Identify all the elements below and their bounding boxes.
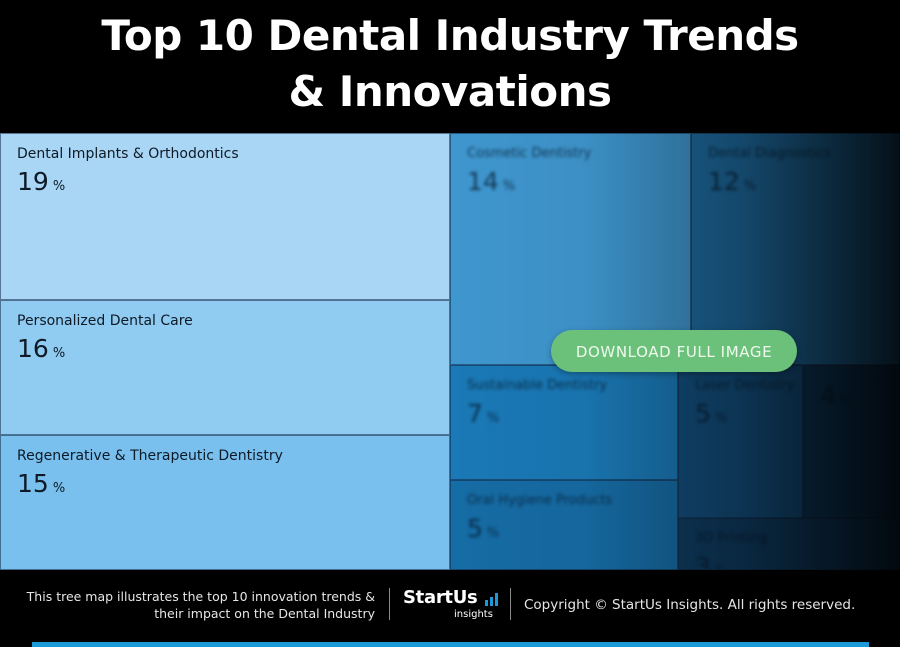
bar-chart-icon [485,593,498,606]
footer-description: This tree map illustrates the top 10 inn… [20,588,375,622]
treemap-tile-label: 3D Printing [695,531,768,546]
tile-value-unit: % [839,393,853,408]
treemap-tile-3d-printing: 3D Printing 3% [678,518,900,570]
tile-value-unit: % [486,411,500,426]
treemap-tile-label: Personalized Dental Care [17,313,193,329]
tile-value-unit: % [52,346,66,361]
treemap-tile-value: 19% [17,167,449,202]
tile-value-unit: % [714,411,728,426]
tile-value-unit: % [52,179,66,194]
treemap-tile-value: 12% [708,167,899,202]
treemap-tile-personalized-dental-care: Personalized Dental Care 16% [0,300,450,435]
tile-value-number: 14 [467,167,499,196]
treemap-tile-regenerative-and-therapeutic-dentistry: Regenerative & Therapeutic Dentistry 15% [0,435,450,570]
treemap-tile-dental-implants-and-orthodontics: Dental Implants & Orthodontics 19% [0,133,450,300]
treemap-tile-label: Dental Diagnostics [708,146,831,161]
tile-value-unit: % [486,526,500,541]
treemap-tile-value: 5% [467,514,677,549]
treemap-tile-value: 3% [695,552,899,570]
page-title: Top 10 Dental Industry Trends & Innovati… [0,8,900,120]
treemap-tile-label: Cosmetic Dentistry [467,146,592,161]
tile-value-number: 15 [17,469,49,498]
tile-value-number: 12 [708,167,740,196]
footer: This tree map illustrates the top 10 inn… [0,570,900,647]
tile-value-unit: % [502,179,516,194]
tile-value-number: 16 [17,334,49,363]
treemap-tile-label: Dental Implants & Orthodontics [17,146,239,162]
tile-value-number: 5 [467,514,483,543]
treemap-tile-value: 15% [17,469,449,504]
treemap-tile-label: Oral Hygiene Products [467,493,613,508]
treemap-tile-label: Sustainable Dentistry [467,378,608,393]
treemap-tile-value: 4% [820,381,899,416]
treemap-tile-unlabeled: 4% [803,365,900,518]
treemap-tile-sustainable-dentistry: Sustainable Dentistry 7% [450,365,678,480]
logo-wordmark: StartUs [403,587,478,608]
treemap-tile-value: 5% [695,399,802,434]
tile-value-number: 7 [467,399,483,428]
tile-value-number: 19 [17,167,49,196]
footer-accent-bar [32,642,869,647]
treemap-tile-oral-hygiene-products: Oral Hygiene Products 5% [450,480,678,570]
footer-divider [510,588,511,620]
download-full-image-button[interactable]: DOWNLOAD FULL IMAGE [551,330,797,372]
tile-value-number: 3 [695,552,711,570]
treemap-tile-value: 16% [17,334,449,369]
treemap-tile-value: 7% [467,399,677,434]
treemap-tile-label: Regenerative & Therapeutic Dentistry [17,448,283,464]
startus-insights-logo: StartUs insights [403,588,499,624]
tile-value-unit: % [52,481,66,496]
tile-value-number: 5 [695,399,711,428]
title-line-1: Top 10 Dental Industry Trends [101,11,799,60]
tile-value-unit: % [743,179,757,194]
footer-description-line-1: This tree map illustrates the top 10 inn… [26,589,375,604]
treemap-tile-label: Laser Dentistry [695,378,795,393]
treemap-tile-value: 14% [467,167,690,202]
footer-divider [389,588,390,620]
title-line-2: & Innovations [288,67,612,116]
footer-description-line-2: their impact on the Dental Industry [154,606,375,621]
logo-subtitle: insights [454,609,493,620]
tile-value-number: 4 [820,381,836,410]
treemap-tile-laser-dentistry: Laser Dentistry 5% [678,365,803,518]
copyright-text: Copyright © StartUs Insights. All rights… [524,597,856,613]
